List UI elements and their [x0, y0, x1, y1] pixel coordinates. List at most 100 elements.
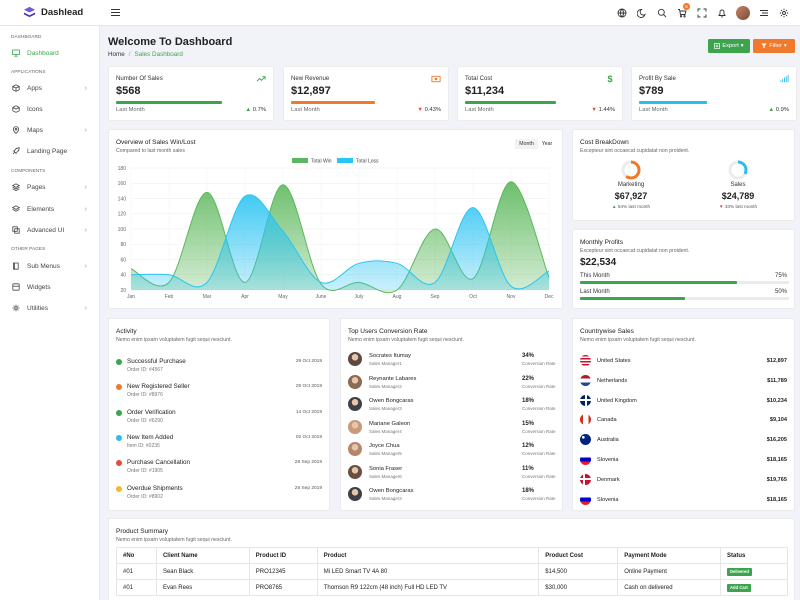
activity-sub: Order ID: #4567 — [127, 367, 163, 373]
this-month-label: This Month — [580, 273, 610, 279]
cost-item-name: Sales — [730, 182, 746, 188]
user-pct-label: Conversion Rate — [522, 383, 556, 389]
activity-sub: Order ID: #8976 — [127, 392, 163, 399]
caret-down-icon: ▾ — [783, 43, 787, 49]
user-avatar[interactable] — [732, 0, 754, 26]
user-name: Reynante Labares — [369, 375, 417, 382]
gear-icon[interactable] — [774, 0, 794, 26]
sidebar-item-label: Advanced UI — [27, 226, 65, 234]
sidebar-item-dashboard[interactable]: Dashboard — [0, 44, 99, 62]
activity-title: Successful Purchase — [127, 358, 186, 365]
arrow-down-icon: ▼ — [591, 107, 599, 113]
country-name: Slovenia — [597, 457, 619, 463]
y-tick-label: 60 — [120, 257, 126, 263]
last-month-label: Last Month — [580, 289, 610, 295]
arrow-up-icon: ▲ — [611, 204, 617, 209]
country-name: Australia — [597, 437, 619, 444]
cell-mode: Cash on delivered — [617, 579, 722, 596]
user-role: Sales Manager3 — [369, 496, 402, 501]
cell-cost: $14,500 — [538, 563, 619, 580]
box-icon — [12, 105, 20, 113]
bell-icon[interactable] — [712, 0, 732, 26]
monthly-subtitle: Excepteur sint occaecat cupidatat non pr… — [580, 248, 690, 254]
svg-text:$: $ — [607, 74, 612, 84]
product-summary-card: Product Summary Nemo enim ipsam voluptat… — [108, 518, 795, 600]
globe-icon[interactable] — [612, 0, 632, 26]
moon-icon[interactable] — [632, 0, 652, 26]
brand[interactable]: Dashlead — [0, 6, 99, 19]
column-header[interactable]: Status — [720, 547, 788, 564]
donut-fill — [728, 160, 748, 180]
sidebar-item-label: Icons — [27, 105, 43, 113]
column-header[interactable]: Client Name — [155, 547, 250, 564]
table-row[interactable]: #01 Sean Black PRO12345 Mi LED Smart TV 4A … — [116, 563, 788, 580]
sidebar-item-sub-menus[interactable]: Sub Menus › — [0, 257, 99, 275]
stat-value: $789 — [639, 85, 664, 97]
chevron-right-icon: › — [84, 226, 87, 234]
us-flag-icon — [580, 355, 591, 366]
column-header[interactable]: Product ID — [248, 547, 318, 564]
search-icon[interactable] — [652, 0, 672, 26]
sidebar-item-apps[interactable]: Apps › — [0, 79, 99, 97]
country-name: Slovenia — [597, 496, 619, 503]
table-row[interactable]: #01 Evan Rees PRO8765 Thomson R9 122cm (48 … — [116, 579, 788, 596]
sidebar-item-elements[interactable]: Elements › — [0, 200, 99, 218]
sidebar-item-pages[interactable]: Pages › — [0, 178, 99, 196]
stat-progress-bar — [291, 101, 375, 104]
menu-toggle-icon[interactable] — [111, 9, 120, 16]
activity-dot — [116, 485, 122, 492]
page-header: Welcome To Dashboard Home / Sales Dashboar… — [108, 36, 232, 58]
series-area-0 — [131, 181, 549, 293]
sidebar-item-widgets[interactable]: Widgets — [0, 278, 99, 296]
sidebar-item-icons[interactable]: Icons — [0, 100, 99, 118]
sales-chart: 20 40 60 80 100 120 140 160 180 Jan Feb Mar Apr May Ju… — [118, 158, 554, 300]
menu-lines-icon[interactable] — [754, 0, 774, 26]
activity-card: Activity Nemo enim ipsam voluptatem fugi… — [108, 318, 330, 511]
sidebar-item-advanced-ui[interactable]: Advanced UI › — [0, 221, 99, 239]
y-tick-label: 120 — [118, 212, 127, 218]
cell-client: Sean Black — [155, 563, 250, 580]
uk-flag-icon — [580, 394, 591, 406]
stat-label: Number Of Sales — [116, 75, 163, 82]
sidebar-section-components: COMPONENTS — [11, 169, 46, 174]
column-header[interactable]: Payment Mode — [617, 547, 722, 564]
user-pct: 11% — [522, 465, 534, 472]
column-header[interactable]: Product — [316, 547, 540, 564]
chevron-right-icon: › — [84, 183, 87, 191]
cell-product: Mi LED Smart TV 4A 80 — [316, 563, 540, 580]
fullscreen-icon[interactable] — [692, 0, 712, 26]
breadcrumb-home[interactable]: Home — [108, 51, 125, 58]
stat-progress-bar — [465, 101, 557, 104]
cost-subtitle: Excepteur sint occaecat cupidatat non pr… — [580, 148, 690, 154]
legend-label: Total Loss — [356, 159, 379, 165]
sidebar-item-utilities[interactable]: Utilities › — [0, 299, 99, 317]
toggle-month[interactable]: Month — [515, 139, 538, 149]
user-name: Joyce Chua — [369, 443, 400, 449]
cart-icon[interactable]: 5 — [672, 0, 692, 26]
caret-down-icon: ▾ — [740, 43, 744, 49]
table-body: #01 Sean Black PRO12345 Mi LED Smart TV 4A … — [116, 563, 788, 596]
status-badge: Delivered — [727, 567, 752, 576]
chevron-right-icon: › — [84, 205, 87, 213]
filter-button[interactable]: Filter ▾ — [753, 39, 795, 53]
product-title: Product Summary — [116, 528, 169, 535]
country-name: Netherlands — [597, 377, 628, 384]
sidebar-item-label: Landing Page — [27, 147, 68, 155]
sidebar: DASHBOARD Dashboard APPLICATIONS Apps › I… — [0, 26, 100, 600]
stat-card: New Revenue $12,897 Last Month ▼ 0.43% — [283, 66, 449, 121]
activity-sub: Order ID: #1905 — [127, 468, 163, 475]
sidebar-item-landing-page[interactable]: Landing Page — [0, 142, 99, 160]
user-role: Sales Manager5 — [369, 451, 402, 456]
avatar — [348, 464, 362, 479]
user-pct: 18% — [522, 398, 535, 404]
country-name: United Kingdom — [597, 397, 637, 404]
sidebar-item-maps[interactable]: Maps › — [0, 121, 99, 139]
legend-swatch — [337, 158, 353, 163]
export-button[interactable]: Export ▾ — [708, 39, 750, 53]
toggle-year[interactable]: Year — [541, 141, 553, 147]
series-line-1 — [130, 194, 550, 290]
stat-change: ▲ 0.7% — [245, 107, 266, 113]
x-tick-label: July — [355, 294, 364, 300]
column-header[interactable]: Product Cost — [538, 547, 619, 564]
column-header[interactable]: #No — [116, 547, 157, 564]
